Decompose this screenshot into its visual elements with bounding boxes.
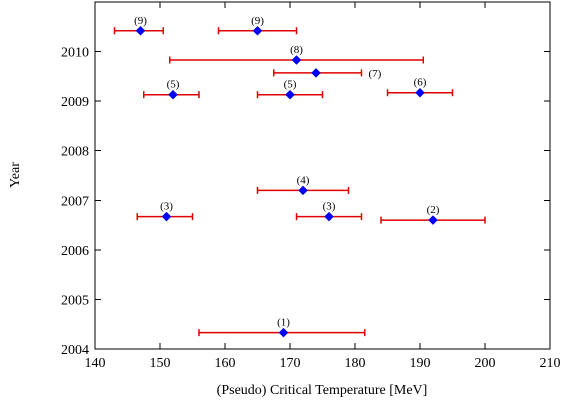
x-tick-label: 140 [85, 356, 106, 371]
data-point-label: (5) [284, 79, 297, 91]
y-tick-label: 2010 [61, 46, 89, 61]
data-point-label: (4) [297, 174, 310, 186]
data-point [168, 89, 178, 100]
y-tick-label: 2008 [61, 145, 89, 160]
x-tick-label: 210 [540, 356, 561, 371]
x-tick-label: 170 [280, 356, 301, 371]
y-tick-label: 2005 [61, 293, 89, 308]
x-tick-label: 200 [475, 356, 496, 371]
y-tick-label: 2004 [61, 343, 89, 358]
data-point [278, 327, 289, 338]
y-axis-label: Year [8, 162, 23, 188]
data-point [428, 215, 438, 225]
data-point-label: (5) [167, 79, 180, 91]
x-tick-label: 150 [150, 356, 171, 371]
x-tick-label: 190 [410, 356, 431, 371]
data-point-label: (8) [290, 44, 303, 56]
plot-frame [94, 1, 551, 350]
data-point-label: (3) [323, 201, 336, 213]
data-point [324, 211, 334, 222]
data-point [298, 185, 308, 196]
points-layer [135, 25, 438, 338]
data-point [415, 87, 425, 98]
y-tick-label: 2006 [61, 244, 89, 259]
x-tick-label: 160 [215, 356, 236, 371]
x-tick-label: 180 [345, 356, 366, 371]
data-point-label: (1) [277, 317, 290, 329]
data-point-label: (3) [160, 201, 173, 213]
data-point-label: (2) [427, 204, 440, 216]
data-point [311, 68, 321, 78]
data-point [161, 211, 172, 222]
point-labels-layer: (1) (2) (3) (3) (4) (5) (5) (6) (7) (8) (9) (9) [134, 15, 440, 329]
data-point-label: (6) [414, 77, 427, 89]
data-point [291, 55, 302, 65]
y-tick-label: 2009 [61, 95, 89, 110]
data-point-label: (7) [369, 68, 382, 80]
data-point [252, 25, 263, 36]
data-point-label: (9) [251, 15, 264, 27]
y-tick-label: 2007 [61, 194, 89, 209]
x-axis-label: (Pseudo) Critical Temperature [MeV] [217, 383, 428, 398]
ticks-layer: 140 150 160 170 180 190 200 210 2004 2005 2006 2007… [61, 2, 561, 371]
data-point-label: (9) [134, 15, 147, 27]
data-point [285, 89, 295, 100]
data-point [135, 25, 146, 36]
